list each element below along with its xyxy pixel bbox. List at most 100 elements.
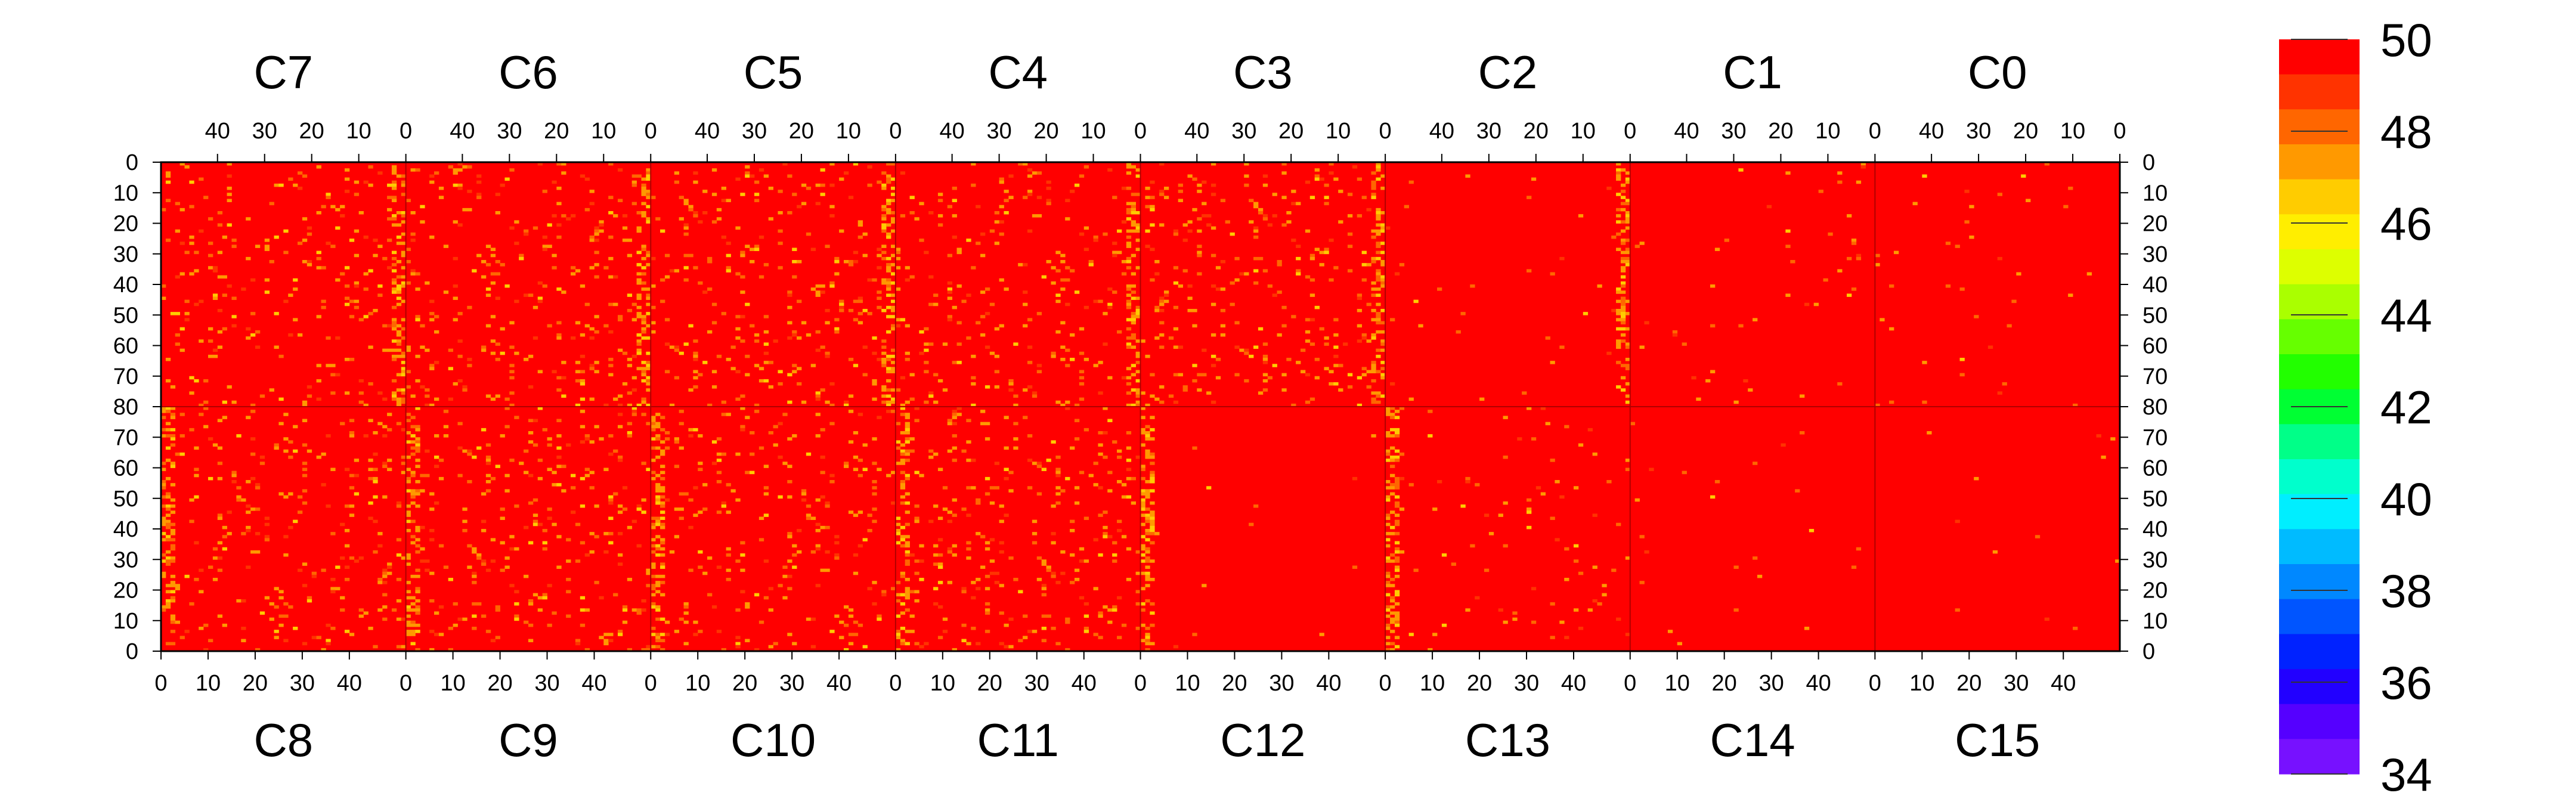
heatmap-cell — [976, 498, 981, 502]
heatmap-cell — [1140, 416, 1145, 419]
heatmap-cell — [1324, 336, 1329, 340]
heatmap-cell — [528, 639, 534, 643]
heatmap-cell — [631, 413, 637, 416]
heatmap-cell — [810, 247, 816, 252]
heatmap-cell — [184, 318, 190, 321]
heatmap-cell — [1253, 269, 1259, 273]
heatmap-cell — [1135, 550, 1141, 554]
heatmap-cell — [1182, 269, 1188, 273]
heatmap-cell — [1126, 242, 1132, 245]
heatmap-cell — [1441, 553, 1447, 557]
heatmap-cell — [1126, 256, 1132, 261]
heatmap-cell — [1150, 428, 1155, 432]
heatmap-cell — [434, 315, 439, 318]
heatmap-cell — [792, 333, 797, 337]
heatmap-cell — [269, 260, 274, 264]
heatmap-cell — [905, 587, 910, 590]
heatmap-cell — [815, 293, 821, 297]
heatmap-cell — [895, 446, 901, 450]
heatmap-cell — [966, 556, 971, 560]
heatmap-cell — [415, 599, 420, 603]
heatmap-cell — [989, 486, 995, 490]
heatmap-cell — [674, 507, 680, 511]
heatmap-cell — [844, 623, 849, 627]
heatmap-cell — [415, 529, 420, 532]
heatmap-cell — [890, 324, 896, 328]
heatmap-cell — [1013, 394, 1018, 398]
right-row-tick-label: 0 — [2142, 639, 2155, 664]
heatmap-cell — [429, 312, 435, 315]
heatmap-cell — [660, 538, 665, 541]
heatmap-cell — [1230, 281, 1235, 285]
heatmap-cell — [425, 559, 430, 563]
heatmap-cell — [354, 180, 360, 184]
heatmap-cell — [641, 370, 646, 374]
heatmap-cell — [396, 260, 402, 264]
heatmap-cell — [556, 465, 562, 468]
heatmap-cell — [1818, 190, 1823, 193]
heatmap-cell — [453, 168, 458, 172]
heatmap-cell — [1023, 614, 1028, 618]
heatmap-cell — [886, 266, 891, 270]
heatmap-cell — [857, 473, 863, 478]
heatmap-cell — [961, 590, 967, 594]
heatmap-cell — [664, 446, 670, 450]
heatmap-cell — [999, 519, 1004, 524]
heatmap-cell — [1291, 239, 1296, 242]
heatmap-cell — [613, 397, 618, 401]
heatmap-cell — [1912, 202, 1918, 206]
heatmap-cell — [848, 440, 854, 444]
heatmap-cell — [1145, 565, 1150, 569]
heatmap-cell — [1408, 397, 1414, 401]
heatmap-cell — [886, 370, 891, 374]
heatmap-cell — [834, 272, 840, 276]
heatmap-cell — [500, 507, 505, 511]
heatmap-cell — [636, 544, 642, 548]
heatmap-cell — [1390, 413, 1395, 416]
right-row-tick-label: 30 — [2142, 242, 2168, 267]
heatmap-cell — [1046, 199, 1051, 203]
heatmap-cell — [1103, 431, 1108, 435]
heatmap-cell — [377, 284, 383, 288]
heatmap-cell — [1206, 486, 1212, 490]
heatmap-cell — [745, 416, 750, 419]
heatmap-cell — [1625, 367, 1631, 370]
heatmap-cell — [575, 522, 581, 527]
heatmap-cell — [1060, 345, 1066, 349]
heatmap-cell — [928, 394, 934, 398]
heatmap-cell — [1145, 480, 1150, 484]
heatmap-cell — [867, 165, 872, 169]
heatmap-cell — [481, 345, 487, 349]
heatmap-cell — [1055, 492, 1061, 496]
heatmap-cell — [994, 486, 999, 490]
heatmap-cell — [1281, 305, 1287, 309]
heatmap-cell — [344, 177, 350, 181]
heatmap-cell — [1210, 162, 1216, 166]
heatmap-cell — [1126, 266, 1132, 270]
heatmap-cell — [1620, 321, 1626, 325]
heatmap-cell — [608, 364, 614, 367]
heatmap-cell — [1531, 437, 1537, 441]
heatmap-cell — [368, 419, 373, 423]
heatmap-cell — [1616, 177, 1621, 181]
heatmap-cell — [679, 492, 684, 496]
heatmap-cell — [952, 553, 957, 557]
left-row-tick-label: 70 — [113, 425, 138, 450]
heatmap-cell — [1131, 403, 1137, 407]
heatmap-cell — [231, 315, 237, 318]
heatmap-cell — [255, 330, 261, 334]
heatmap-cell — [1309, 253, 1315, 258]
heatmap-cell — [726, 253, 731, 258]
heatmap-cell — [707, 403, 713, 407]
heatmap-cell — [1008, 556, 1014, 560]
heatmap-cell — [608, 330, 614, 334]
heatmap-cell — [396, 388, 402, 392]
heatmap-cell — [490, 253, 496, 258]
heatmap-cell — [349, 513, 355, 517]
heatmap-cell — [457, 617, 463, 621]
heatmap-cell — [683, 253, 689, 258]
heatmap-cell — [895, 633, 901, 636]
heatmap-cell — [584, 467, 590, 472]
heatmap-cell — [250, 550, 256, 554]
heatmap-cell — [711, 385, 717, 389]
